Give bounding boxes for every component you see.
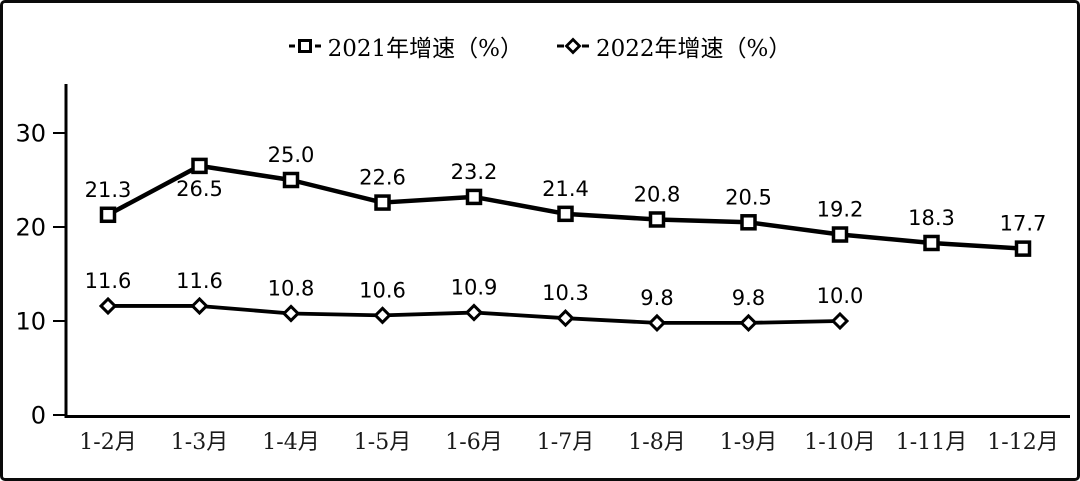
line-chart: 0 10 20 30 1-2月 1-3月 1-4月 1-5月 1-6月 1-7月 1-8月 1-9月 1… (15, 84, 1070, 455)
legend-label-2021: 2021年增速（%） (327, 36, 523, 62)
square-marker (99, 206, 117, 224)
square-marker (648, 211, 666, 228)
square-marker (1014, 240, 1032, 257)
square-marker (740, 214, 757, 231)
diamond-marker-icon (557, 37, 589, 55)
diamond-marker (464, 303, 484, 322)
y-tick-label: 20 (15, 214, 46, 242)
x-tick-label: 1-6月 (445, 430, 502, 455)
data-label: 9.8 (640, 286, 673, 310)
x-tick-label: 1-7月 (537, 430, 594, 455)
data-label: 20.8 (634, 182, 681, 206)
data-label: 10.6 (359, 278, 406, 302)
square-marker (923, 234, 940, 252)
legend-label-2022: 2022年增速（%） (596, 36, 792, 62)
y-tick-label: 0 (31, 402, 46, 430)
diamond-marker (830, 311, 850, 331)
data-label: 11.6 (176, 269, 223, 293)
data-label: 21.3 (85, 178, 132, 202)
diamond-marker (556, 309, 575, 328)
y-tick-label: 10 (15, 308, 46, 336)
diamond-marker (373, 306, 392, 325)
data-label: 10.3 (542, 281, 589, 305)
y-tick-label: 30 (15, 120, 46, 148)
x-tick-label: 1-2月 (79, 430, 136, 455)
square-marker-icon (288, 39, 321, 53)
diamond-marker (98, 296, 118, 316)
data-label: 10.0 (817, 284, 864, 308)
data-label: 22.6 (359, 166, 406, 190)
x-tick-label: 1-8月 (628, 430, 685, 455)
data-label: 25.0 (268, 143, 315, 167)
data-label: 21.4 (542, 177, 589, 201)
x-tick-label: 1-12月 (987, 430, 1058, 455)
diamond-marker (190, 296, 209, 316)
legend-item-2021: 2021年增速（%） (288, 29, 523, 63)
diamond-marker (647, 313, 667, 333)
square-marker (557, 205, 574, 223)
square-marker (191, 157, 208, 175)
data-label: 9.8 (732, 286, 765, 310)
data-label: 20.5 (725, 185, 772, 209)
data-label: 11.6 (85, 269, 132, 293)
diamond-marker (281, 304, 301, 323)
chart-legend: 2021年增速（%） 2022年增速（%） (3, 29, 1077, 63)
data-label: 10.8 (268, 276, 315, 300)
data-label: 19.2 (817, 198, 864, 222)
x-tick-label: 1-5月 (354, 430, 411, 455)
square-marker (374, 194, 391, 211)
data-label: 18.3 (908, 206, 955, 230)
square-marker (831, 226, 849, 243)
square-marker (465, 188, 483, 206)
data-label: 23.2 (451, 160, 498, 184)
data-label: 26.5 (176, 177, 223, 201)
x-tick-label: 1-10月 (804, 430, 875, 455)
data-label: 10.9 (451, 276, 498, 300)
x-tick-label: 1-11月 (896, 430, 967, 455)
square-marker (282, 171, 300, 189)
data-label: 17.7 (1000, 212, 1047, 236)
legend-item-2022: 2022年增速（%） (557, 29, 791, 63)
x-tick-label: 1-3月 (171, 430, 228, 455)
x-tick-label: 1-4月 (262, 430, 319, 455)
x-tick-label: 1-9月 (720, 430, 777, 455)
diamond-marker (739, 313, 758, 333)
